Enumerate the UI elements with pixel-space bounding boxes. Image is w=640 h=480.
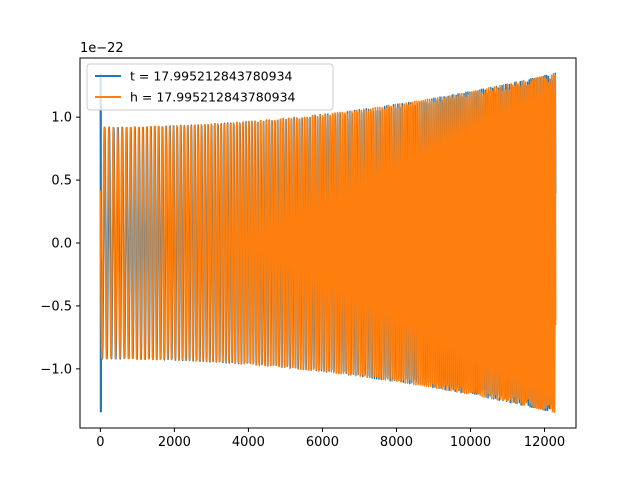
legend: t = 17.995212843780934 h = 17.9952128437… — [86, 63, 334, 111]
x-tick-label: 8000 — [380, 435, 413, 450]
x-tick-label: 4000 — [232, 435, 265, 450]
y-axis-offset-label: 1e−22 — [80, 41, 124, 56]
x-axis: 0 2000 4000 6000 8000 10000 12000 — [96, 428, 565, 450]
y-tick-label: 0.5 — [51, 174, 72, 189]
x-tick-label: 10000 — [450, 435, 491, 450]
legend-label-h: h = 17.995212843780934 — [130, 90, 296, 105]
x-tick-label: 6000 — [306, 435, 339, 450]
y-tick-label: 1.0 — [51, 111, 72, 126]
y-tick-label: −1.0 — [40, 362, 72, 377]
series-line-h — [99, 72, 557, 413]
y-tick-label: 0.0 — [51, 237, 72, 252]
x-tick-label: 0 — [96, 435, 104, 450]
y-axis: 1.0 0.5 0.0 −0.5 −1.0 — [40, 111, 80, 377]
y-tick-label: −0.5 — [40, 299, 72, 314]
x-tick-label: 12000 — [524, 435, 565, 450]
x-tick-label: 2000 — [158, 435, 191, 450]
legend-label-t: t = 17.995212843780934 — [130, 69, 293, 84]
